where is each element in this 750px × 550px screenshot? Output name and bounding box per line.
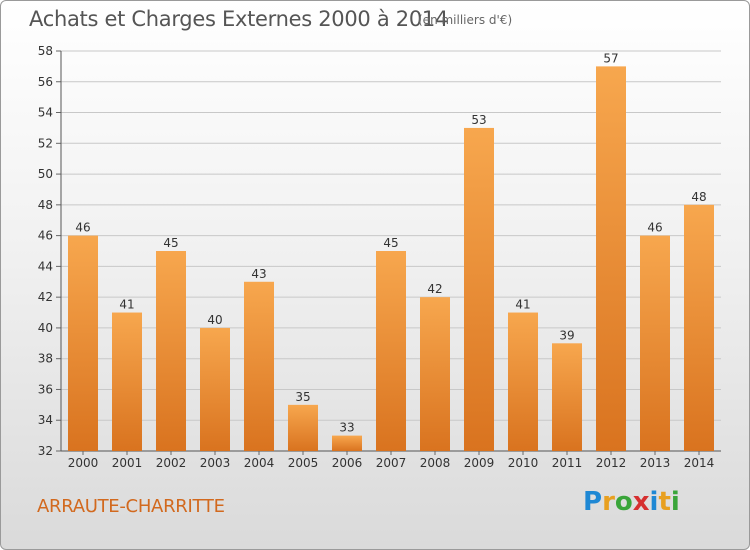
commune-name: ARRAUTE-CHARRITTE (37, 496, 225, 517)
logo-letter: r (602, 487, 615, 517)
x-tick-label: 2005 (288, 456, 319, 470)
data-labels: 46 41 45 40 43 35 33 45 42 53 41 39 57 46 48 (75, 51, 706, 434)
y-tick-label: 44 (38, 259, 53, 273)
bar (596, 66, 626, 451)
logo-letter: P (583, 487, 603, 517)
x-tick-label: 2004 (244, 456, 275, 470)
bar (376, 251, 406, 451)
chart-title: Achats et Charges Externes 2000 à 2014 (29, 7, 449, 31)
bars (68, 66, 714, 451)
y-tick-label: 54 (38, 106, 53, 120)
bar-chart: 46 41 45 40 43 35 33 45 42 53 41 39 57 46 48 32 34 36 38 4… (38, 44, 721, 470)
bar (508, 312, 538, 451)
bar (244, 281, 274, 451)
logo-letter: i (649, 487, 659, 517)
y-tick-labels: 32 34 36 38 40 42 44 46 48 50 52 54 56 58 (38, 44, 53, 458)
data-label: 33 (339, 421, 354, 435)
data-label: 45 (383, 236, 398, 250)
x-tick-label: 2013 (640, 456, 671, 470)
data-label: 40 (207, 313, 222, 327)
data-label: 39 (559, 328, 574, 342)
y-tick-label: 38 (38, 352, 53, 366)
bar (156, 251, 186, 451)
y-tick-label: 40 (38, 321, 53, 335)
data-label: 45 (163, 236, 178, 250)
data-label: 48 (691, 190, 706, 204)
y-tick-label: 50 (38, 167, 53, 181)
y-tick-label: 34 (38, 413, 53, 427)
y-tick-label: 52 (38, 136, 53, 150)
x-tick-label: 2007 (376, 456, 407, 470)
chart-subtitle: (en milliers d'€) (418, 13, 513, 27)
data-label: 35 (295, 390, 310, 404)
logo-letter: i (670, 487, 680, 517)
y-tick-label: 32 (38, 444, 53, 458)
y-tick-label: 46 (38, 229, 53, 243)
x-tick-label: 2010 (508, 456, 539, 470)
x-tick-label: 2003 (200, 456, 231, 470)
x-tick-label: 2008 (420, 456, 451, 470)
bar (552, 343, 582, 451)
y-tick-label: 56 (38, 75, 53, 89)
proxiti-logo: Proxiti (583, 487, 680, 517)
data-label: 53 (471, 113, 486, 127)
x-tick-label: 2002 (156, 456, 187, 470)
x-tick-labels: 2000 2001 2002 2003 2004 2005 2006 2007 2008 2009… (68, 451, 715, 470)
bar (420, 297, 450, 451)
data-label: 43 (251, 267, 266, 281)
data-label: 41 (119, 298, 134, 312)
data-label: 41 (515, 298, 530, 312)
bar (684, 204, 714, 451)
logo-letter: o (614, 487, 633, 517)
x-tick-label: 2011 (552, 456, 583, 470)
x-tick-label: 2000 (68, 456, 99, 470)
bar (640, 235, 670, 451)
x-tick-label: 2001 (112, 456, 143, 470)
y-tick-label: 48 (38, 198, 53, 212)
x-tick-label: 2012 (596, 456, 627, 470)
x-tick-label: 2014 (684, 456, 715, 470)
y-tick-label: 36 (38, 382, 53, 396)
bar (464, 127, 494, 451)
y-tick-label: 58 (38, 44, 53, 58)
data-label: 57 (603, 51, 618, 65)
logo-letter: x (632, 487, 650, 517)
bar (288, 404, 318, 451)
y-tick-label: 42 (38, 290, 53, 304)
x-tick-label: 2009 (464, 456, 495, 470)
data-label: 42 (427, 282, 442, 296)
data-label: 46 (75, 221, 90, 235)
bar (332, 435, 362, 451)
bar (112, 312, 142, 451)
bar (68, 235, 98, 451)
bar (200, 327, 230, 451)
data-label: 46 (647, 221, 662, 235)
x-tick-label: 2006 (332, 456, 363, 470)
logo-letter: t (658, 487, 671, 517)
